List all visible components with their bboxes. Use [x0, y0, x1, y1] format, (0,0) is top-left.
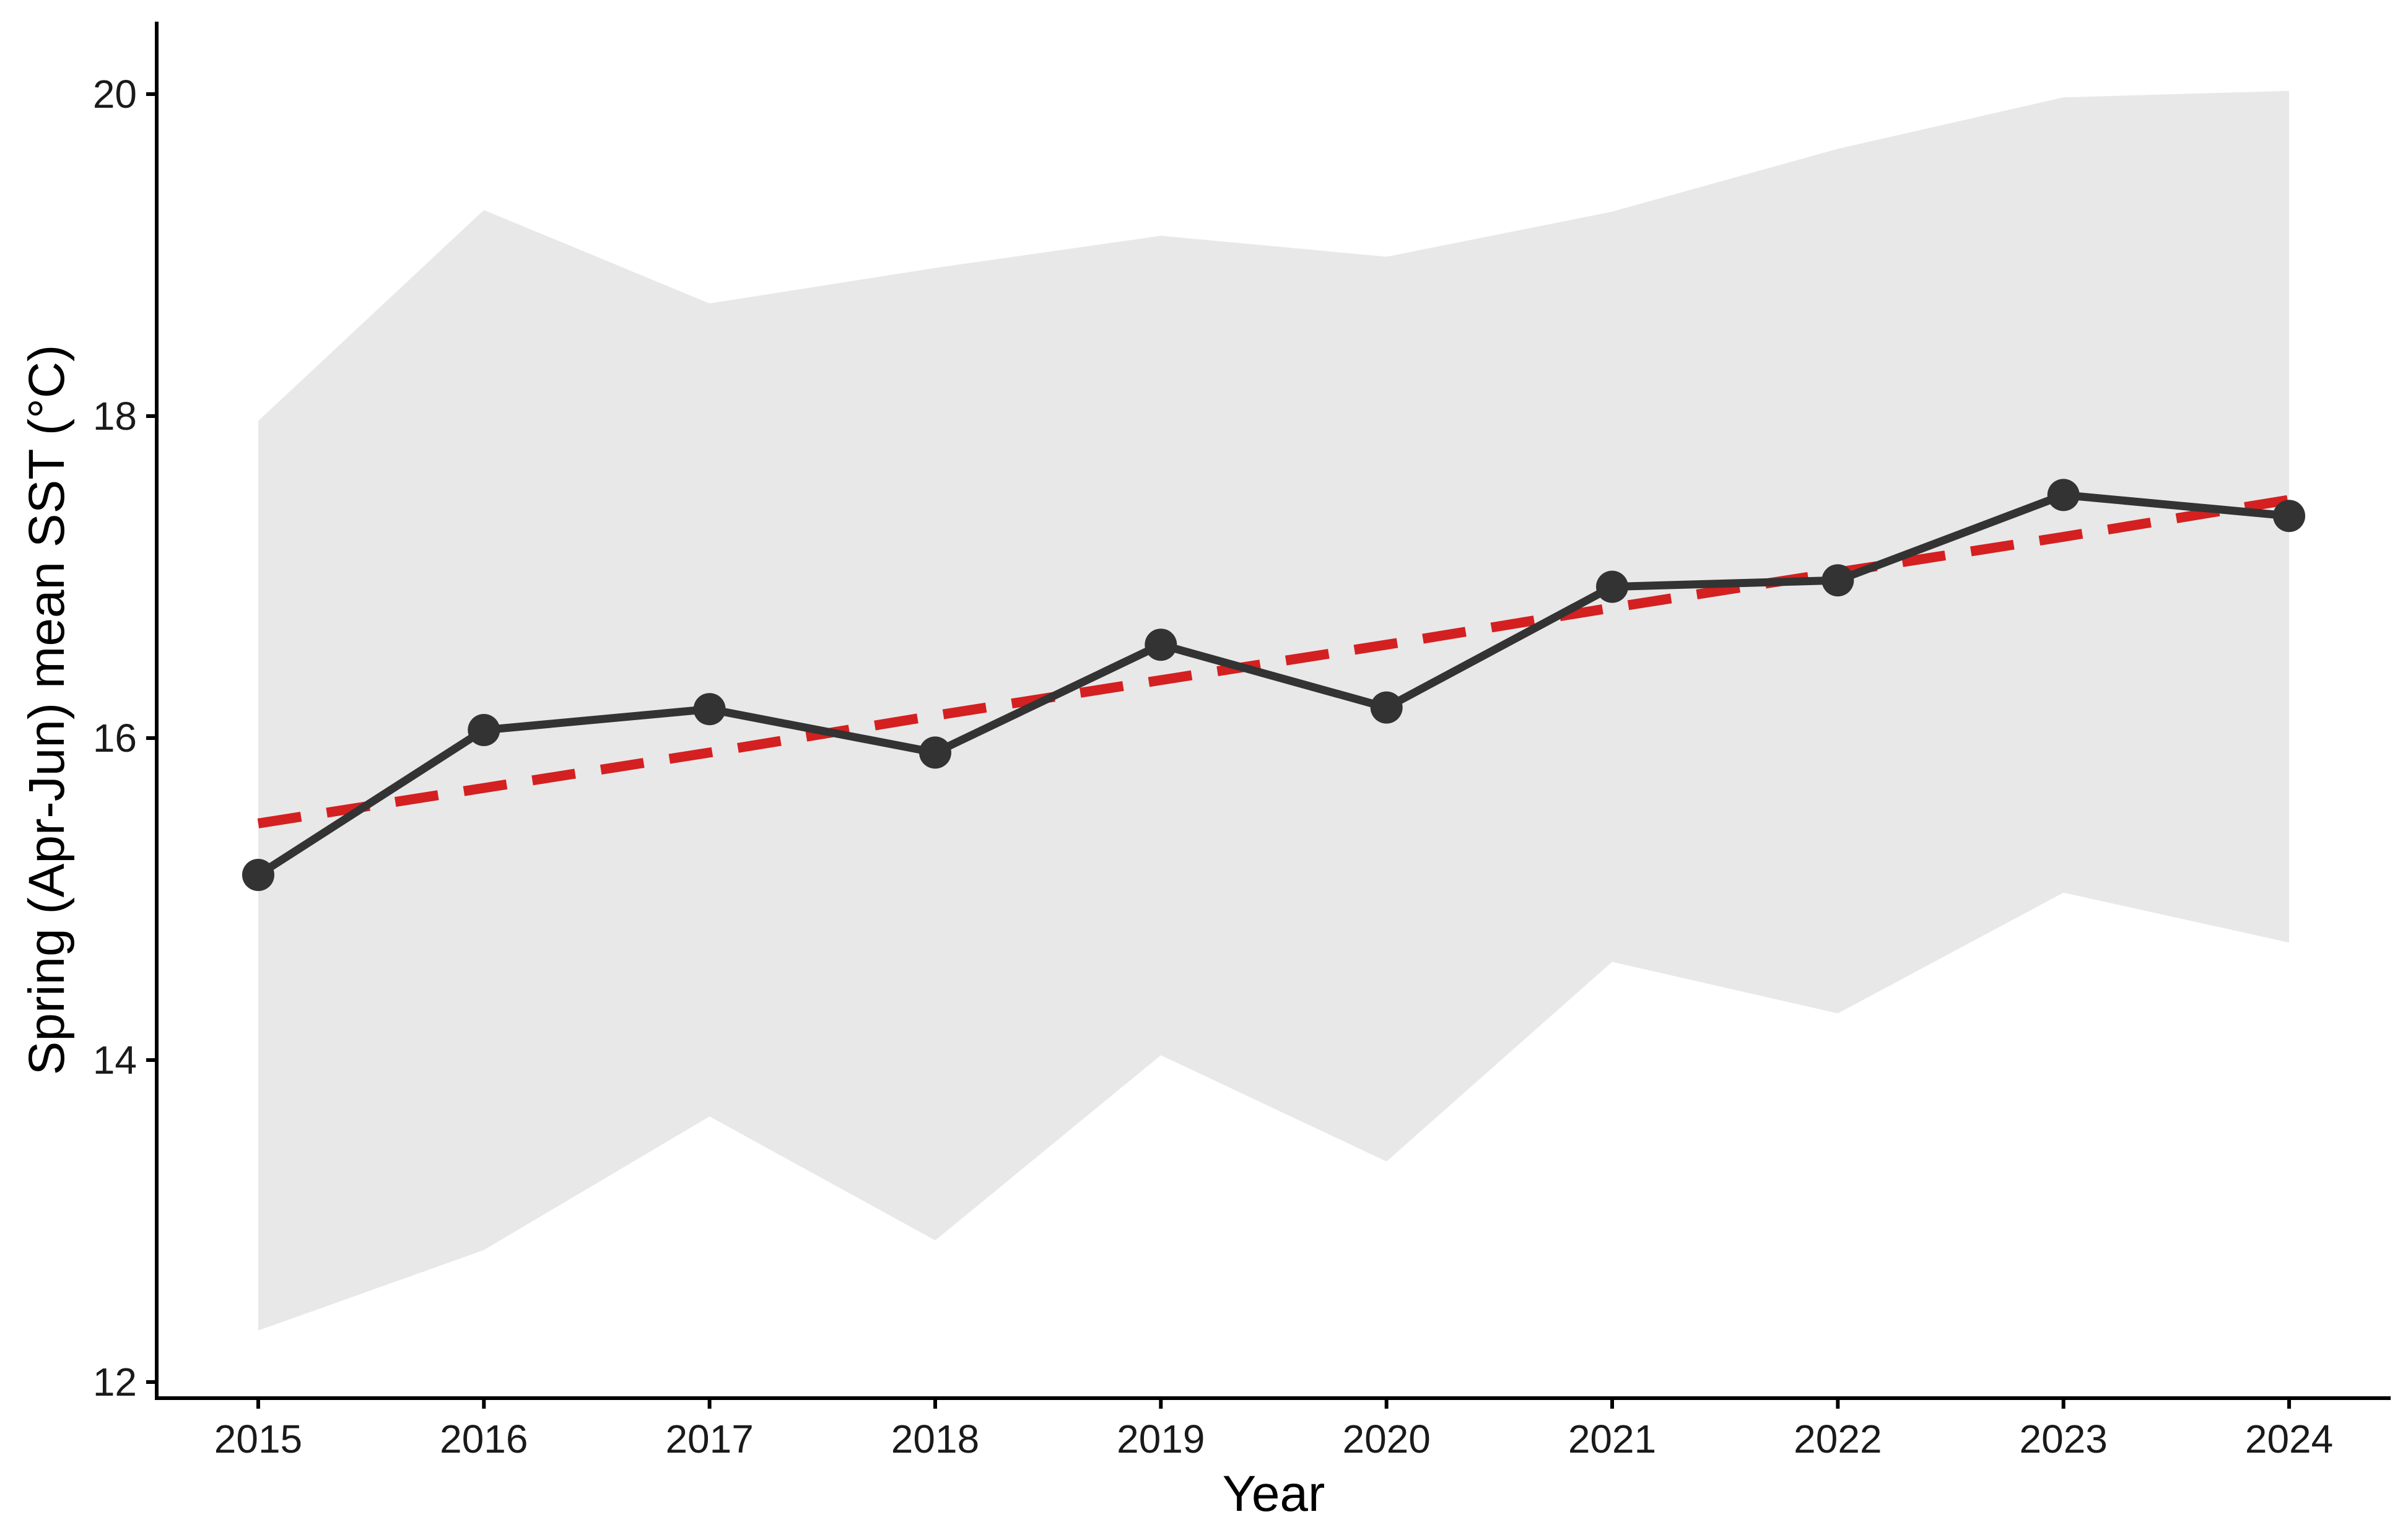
x-tick-label-2022: 2022 [1794, 1417, 1882, 1461]
y-tick-label-20: 20 [93, 72, 137, 116]
data-point-2015 [242, 859, 274, 891]
x-tick-label-2016: 2016 [440, 1417, 528, 1461]
x-tick-label-2015: 2015 [214, 1417, 302, 1461]
data-point-2018 [918, 736, 951, 769]
series-line [256, 490, 2290, 879]
x-tick-label-2019: 2019 [1117, 1417, 1205, 1461]
y-tick-label-12: 12 [93, 1360, 137, 1404]
data-point-2022 [1821, 564, 1854, 597]
data-point-2019 [1145, 628, 1177, 661]
ribbon-layer [258, 90, 2290, 1331]
x-tick-label-2017: 2017 [665, 1417, 753, 1461]
x-tick-label-2023: 2023 [2020, 1417, 2108, 1461]
x-tick-label-2018: 2018 [891, 1417, 979, 1461]
axes [155, 22, 2391, 1400]
y-axis-title: Spring (Apr-Jun) mean SST (°C) [19, 345, 75, 1076]
y-tick-label-16: 16 [93, 716, 137, 760]
y-tick-label-18: 18 [93, 394, 137, 438]
x-axis-title: Year [1223, 1466, 1325, 1522]
x-tick-label-2020: 2020 [1342, 1417, 1430, 1461]
data-point-2021 [1596, 570, 1629, 603]
ribbon-band [258, 90, 2290, 1331]
y-tick-label-14: 14 [93, 1038, 137, 1082]
data-point-2017 [693, 693, 726, 726]
data-point-2020 [1370, 691, 1403, 724]
data-point-2016 [468, 714, 500, 746]
x-ticks: 2015 2016 2017 2018 2019 2020 2021 2022 2023 2024 [214, 1398, 2333, 1461]
data-point-2023 [2047, 479, 2080, 511]
x-tick-label-2024: 2024 [2245, 1417, 2333, 1461]
x-tick-label-2021: 2021 [1568, 1417, 1656, 1461]
series-line-layer [256, 490, 2290, 879]
y-ticks: 12 14 16 18 20 [93, 72, 157, 1404]
series-point-layer [242, 479, 2306, 891]
data-point-2024 [2273, 500, 2306, 533]
